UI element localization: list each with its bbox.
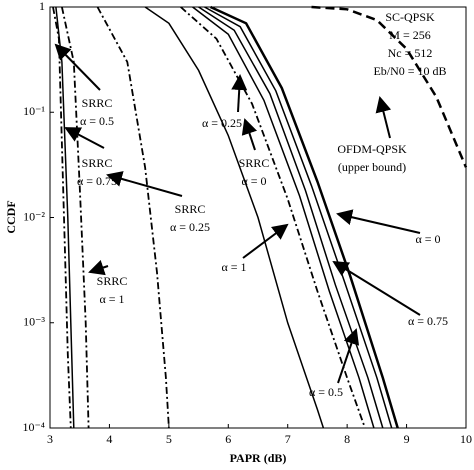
series-line <box>209 5 399 429</box>
y-axis-label: CCDF <box>4 200 18 233</box>
x-tick-label: 4 <box>106 432 112 446</box>
annotation-arrow <box>231 74 248 113</box>
annotation: SRRC <box>82 156 113 170</box>
series-line <box>192 6 375 429</box>
annotation: α = 0 <box>415 232 440 246</box>
annotation-arrow <box>54 43 101 91</box>
annotation: α = 0 <box>241 174 266 188</box>
x-tick-label: 6 <box>225 432 231 446</box>
annotation: α = 0.75 <box>408 314 448 328</box>
annotation-arrow <box>242 223 289 259</box>
x-tick-label: 9 <box>404 432 410 446</box>
annotation-arrow <box>336 209 421 234</box>
series-line <box>61 6 90 429</box>
annotation: SRRC <box>82 96 113 110</box>
annotation-arrow <box>375 96 392 139</box>
x-tick-label: 7 <box>285 432 291 446</box>
series-line <box>144 6 325 429</box>
annotation: SC-QPSK <box>385 10 435 24</box>
series-line <box>96 6 170 429</box>
annotation-arrow <box>337 328 360 384</box>
x-tick-label: 5 <box>166 432 172 446</box>
annotation: Nc = 512 <box>388 46 433 60</box>
x-tick-label: 3 <box>47 432 53 446</box>
annotation-arrow <box>88 259 109 276</box>
y-tick-label: 10⁻¹ <box>23 104 45 118</box>
y-tick-label: 10⁻⁴ <box>22 420 45 434</box>
y-tick-label: 1 <box>39 0 45 13</box>
annotation: M = 256 <box>389 28 430 42</box>
annotation: α = 0.5 <box>309 385 343 399</box>
annotation: α = 0.5 <box>80 114 114 128</box>
y-tick-label: 10⁻³ <box>23 315 45 329</box>
y-tick-label: 10⁻² <box>23 209 45 223</box>
annotation-arrow <box>241 118 258 151</box>
series-line <box>311 5 468 168</box>
annotation-arrow <box>106 171 183 197</box>
x-tick-label: 8 <box>344 432 350 446</box>
annotation: (upper bound) <box>338 160 406 174</box>
annotation: α = 0.25 <box>202 116 242 130</box>
series-line <box>198 6 384 429</box>
annotation: SRRC <box>175 202 206 216</box>
x-tick-label: 10 <box>460 432 472 446</box>
x-axis-label: PAPR (dB) <box>230 451 287 465</box>
series-line <box>204 6 393 429</box>
annotation: α = 0.25 <box>170 220 210 234</box>
annotation: α = 1 <box>99 292 124 306</box>
annotation: SRRC <box>97 274 128 288</box>
annotation-arrow <box>332 260 421 316</box>
annotation: SRRC <box>239 156 270 170</box>
annotation: Eb/N0 = 10 dB <box>373 64 446 78</box>
series-line <box>52 6 72 429</box>
annotation: OFDM-QPSK <box>337 142 407 156</box>
series-line <box>180 6 366 429</box>
annotation-arrow <box>64 127 105 149</box>
annotation: α = 1 <box>221 260 246 274</box>
